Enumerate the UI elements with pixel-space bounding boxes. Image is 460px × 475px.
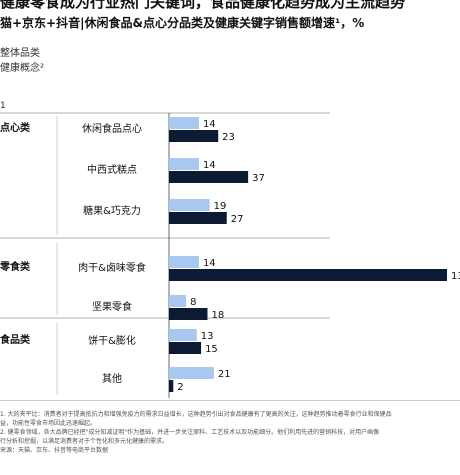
bar-overall [169,117,199,129]
group-label: 食品类 [0,333,30,346]
unit-label: 1 [0,101,6,111]
footnote-2b: 行分析和挖掘，以满足消费者对于个性化和多元化健康的需求。 [0,438,169,445]
page-title: 健康零食成为行业热门关键词，食品健康化趋势成为主流趋势 [0,0,406,11]
bar-overall [169,329,197,341]
bar-health [169,171,249,183]
footnotes: 1. 大的夹平比：消费者对于提高抵抗力和增强免疫力的需求日益增长，这种趋势引出对… [0,410,460,455]
value-label: 21 [218,369,231,380]
value-label: 13 [451,271,460,282]
category-label: 中西式糕点 [87,163,137,176]
bar-overall [169,367,214,379]
bar-health [169,342,202,354]
category-label: 坚果零食 [92,300,132,313]
bar-health [169,212,227,224]
bar-health [169,269,447,281]
footnote-1a: 1. 大的夹平比：消费者对于提高抵抗力和增强免疫力的需求日益增长，这种趋势引出对… [0,411,392,418]
legend-item-overall: 整体品类 [0,48,40,59]
notes-divider [0,400,460,401]
value-label: 8 [190,297,196,308]
bar-health [169,308,208,320]
value-label: 14 [203,258,216,269]
value-label: 27 [231,214,244,225]
group-label: 零食类 [0,260,30,273]
legend: 整体品类 健康概念² [0,46,44,76]
value-label: 13 [201,331,214,342]
value-label: 2 [177,382,183,393]
value-label: 14 [203,119,216,130]
value-label: 19 [214,201,227,212]
bar-overall [169,256,199,268]
bar-overall [169,199,210,211]
category-label: 其他 [102,372,122,385]
value-label: 14 [203,160,216,171]
legend-item-health: 健康概念² [0,63,45,74]
value-label: 15 [205,344,218,355]
category-label: 饼干&膨化 [88,334,136,347]
footnote-2a: 2. 健零食领域，各大品牌已经把"成分知减证明"作为基础，并进一步关注原料、工艺… [0,429,380,436]
bar-overall [169,295,187,307]
bar-health [169,130,219,142]
value-label: 18 [211,310,224,321]
value-label: 37 [252,173,265,184]
bar-health [169,380,174,392]
bar-overall [169,158,199,170]
category-label: 休闲食品点心 [82,122,142,135]
footnote-1b: 益，功能性零食市场因此迅速崛起。 [0,420,97,427]
group-label: 点心类 [0,121,30,134]
category-label: 肉干&卤味零食 [78,261,146,274]
category-label: 糖果&巧克力 [83,204,141,217]
value-label: 23 [222,132,235,143]
chart-subtitle: 猫+京东+抖音|休闲食品&点心分品类及健康关键字销售额增速¹，% [0,16,365,30]
source-note: 来源：天猫、京东、抖音等电商平台数据 [0,447,109,454]
